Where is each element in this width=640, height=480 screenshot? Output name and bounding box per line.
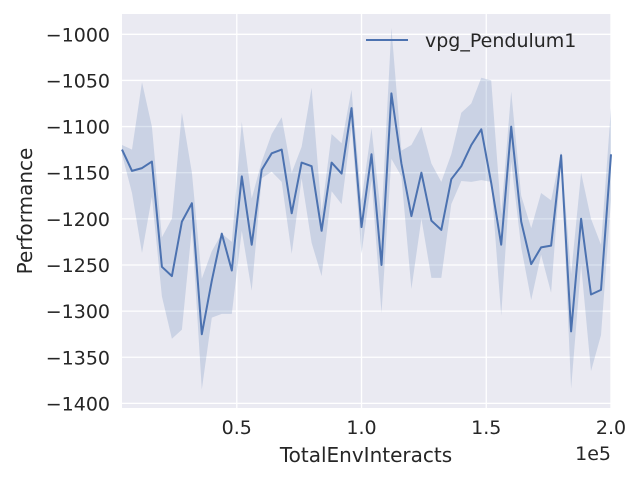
y-tick-label: −1400: [46, 393, 110, 415]
confidence-bands: [122, 27, 611, 390]
x-offset-label: 1e5: [575, 443, 611, 465]
y-tick-label: −1150: [46, 163, 110, 185]
x-tick-label: 1.0: [346, 417, 376, 439]
x-tick-label: 0.5: [222, 417, 252, 439]
y-tick-label: −1300: [46, 301, 110, 323]
y-tick-label: −1350: [46, 347, 110, 369]
plot-background: [122, 14, 611, 408]
y-tick-labels: −1000 −1050 −1100 −1150 −1200 −1250 −1300 −1350…: [46, 24, 110, 415]
y-tick-label: −1100: [46, 117, 110, 139]
x-tick-label: 2.0: [596, 417, 626, 439]
series-lines: [121, 92, 612, 336]
x-tick-labels: 0.5 1.0 1.5 2.0: [222, 417, 626, 439]
y-tick-label: −1000: [46, 24, 110, 46]
gridlines: [122, 14, 612, 408]
legend-label-vpg-pendulum1: vpg_Pendulum1: [425, 30, 576, 52]
legend: vpg_Pendulum1: [366, 30, 576, 52]
y-tick-label: −1050: [46, 70, 110, 92]
x-axis-title: TotalEnvInteracts: [279, 443, 452, 467]
confidence-band: [122, 27, 611, 390]
series-line: [121, 92, 612, 336]
y-tick-label: −1200: [46, 209, 110, 231]
x-tick-label: 1.5: [471, 417, 501, 439]
y-axis-title: Performance: [13, 148, 37, 275]
y-tick-label: −1250: [46, 255, 110, 277]
